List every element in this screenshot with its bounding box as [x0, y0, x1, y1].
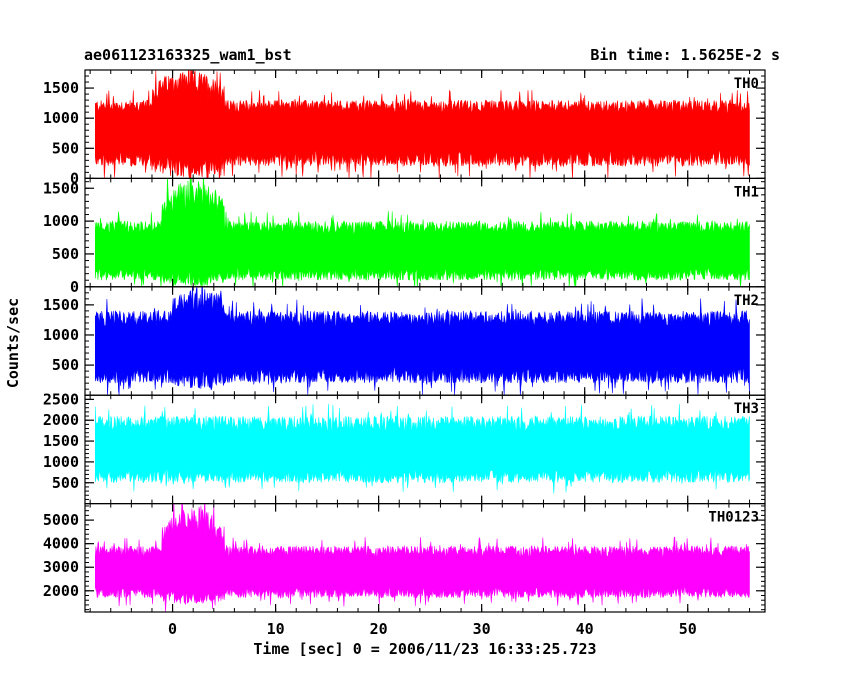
plot-title-left: ae061123163325_wam1_bst: [84, 46, 292, 64]
panel-th1: 0 500 1000 1500 TH1: [43, 177, 766, 296]
y-tick-label: 0: [70, 278, 79, 296]
y-tick-label: 1500: [43, 179, 79, 197]
panel-th0123: 2000 3000 4000 5000 TH0123: [43, 503, 766, 613]
y-tick-label: 1000: [43, 212, 79, 230]
panel-label-th2: TH2: [734, 293, 759, 309]
y-tick-label: 5000: [43, 511, 79, 529]
x-axis-title: Time [sec] 0 = 2006/11/23 16:33:25.723: [253, 640, 596, 658]
series-th1-trace: [95, 178, 750, 287]
panel-label-th3: TH3: [734, 401, 759, 417]
panel-label-th1: TH1: [734, 184, 759, 200]
y-axis-title: Counts/sec: [4, 298, 22, 388]
y-tick-label: 1500: [43, 79, 79, 97]
y-tick-label: 500: [52, 356, 79, 374]
panel-th3: 500 1000 1500 2000 2500 TH3: [43, 390, 766, 505]
y-tick-label: 0: [70, 169, 79, 187]
x-tick-label: 10: [267, 620, 285, 638]
x-tick-label: 20: [370, 620, 388, 638]
y-tick-label: 500: [52, 245, 79, 263]
x-axis: 0 10 20 30 40 50: [168, 620, 697, 638]
y-tick-label: 2000: [43, 582, 79, 600]
plot-title-right: Bin time: 1.5625E-2 s: [590, 46, 780, 64]
series-th0123-trace: [95, 503, 750, 612]
panel-label-th0: TH0: [734, 76, 759, 92]
y-tick-label: 1000: [43, 326, 79, 344]
y-tick-label: 2500: [43, 390, 79, 408]
x-tick-label: 0: [168, 620, 177, 638]
panels-group: 0 500 1000 1500 TH0 0 500 1000 1500 TH1 500 1000 150…: [43, 69, 766, 613]
y-tick-label: 2000: [43, 411, 79, 429]
y-tick-label: 3000: [43, 558, 79, 576]
x-tick-label: 50: [679, 620, 697, 638]
y-tick-label: 1000: [43, 109, 79, 127]
series-th0-trace: [95, 70, 750, 179]
y-tick-label: 500: [52, 474, 79, 492]
panel-th0: 0 500 1000 1500 TH0: [43, 69, 766, 187]
y-tick-label: 1500: [43, 296, 79, 314]
y-tick-label: 1500: [43, 432, 79, 450]
x-tick-label: 30: [473, 620, 491, 638]
series-th3-trace: [95, 403, 750, 494]
y-tick-label: 1000: [43, 453, 79, 471]
y-tick-label: 4000: [43, 535, 79, 553]
x-tick-label: 40: [576, 620, 594, 638]
panel-th2: 500 1000 1500 TH2: [43, 286, 766, 396]
y-tick-label: 500: [52, 139, 79, 157]
panel-label-th0123: TH0123: [708, 510, 759, 526]
